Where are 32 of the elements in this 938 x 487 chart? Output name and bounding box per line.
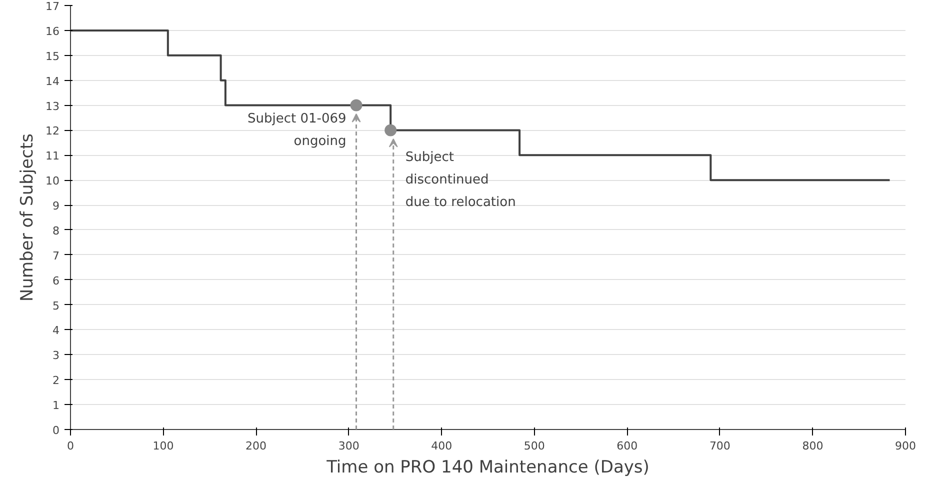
y-tick-label: 9 [52,200,60,213]
x-tick-label: 600 [616,440,638,452]
y-tick-label: 8 [52,224,60,238]
y-tick-label: 17 [46,0,60,13]
y-tick-label: 14 [46,74,60,88]
y-tick-label: 10 [46,174,60,188]
y-tick-label: 6 [52,274,60,288]
y-tick-label: 7 [52,249,60,262]
y-tick-label: 16 [46,24,60,38]
y-tick-label: 0 [52,424,60,437]
x-tick-label: 200 [246,440,267,452]
y-tick-label: 12 [46,124,60,138]
x-axis-title: Time on PRO 140 Maintenance (Days) [326,458,650,478]
x-tick-label: 100 [152,440,174,452]
x-tick-label: 800 [802,440,824,452]
y-tick-label: 15 [46,50,60,63]
x-tick-label: 300 [338,440,360,452]
y-tick-label: 4 [52,324,60,338]
annotation: Subject discontinued due to relocation [405,150,516,210]
y-tick-label: 11 [46,150,60,163]
y-tick-label: 2 [52,374,60,388]
x-tick-label: 700 [709,440,730,452]
y-tick-label: 13 [46,100,60,113]
x-tick-label: 900 [895,440,916,452]
y-tick-label: 3 [52,349,60,362]
x-tick-label: 400 [431,440,452,452]
x-tick-label: 500 [524,440,545,452]
y-axis-title: Number of Subjects [18,133,38,302]
x-tick-label: 0 [67,440,74,452]
annotation: Subject 01-069 ongoing [247,111,346,149]
y-tick-label: 5 [52,299,60,312]
y-tick-label: 1 [52,399,60,412]
